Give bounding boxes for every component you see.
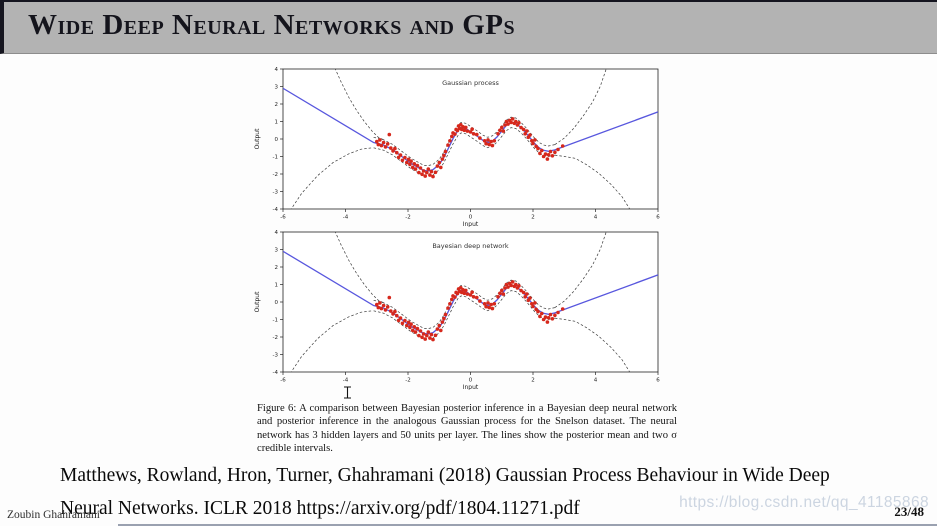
svg-text:-2: -2 bbox=[405, 378, 410, 384]
svg-text:-1: -1 bbox=[273, 155, 278, 161]
watermark: https://blog.csdn.net/qq_41185868 bbox=[679, 494, 929, 511]
bottom-bar bbox=[118, 524, 937, 526]
svg-text:-2: -2 bbox=[273, 335, 278, 341]
svg-text:Input: Input bbox=[463, 221, 479, 227]
svg-text:Output: Output bbox=[254, 291, 261, 312]
svg-text:-2: -2 bbox=[405, 215, 410, 221]
svg-text:0: 0 bbox=[275, 137, 279, 143]
svg-text:3: 3 bbox=[275, 85, 279, 91]
citation: Matthews, Rowland, Hron, Turner, Ghahram… bbox=[60, 459, 905, 525]
figure-caption: Figure 6: A comparison between Bayesian … bbox=[257, 402, 677, 454]
citation-line-1: Matthews, Rowland, Hron, Turner, Ghahram… bbox=[60, 465, 830, 486]
svg-text:0: 0 bbox=[469, 215, 473, 221]
svg-text:Input: Input bbox=[463, 384, 479, 390]
svg-text:0: 0 bbox=[469, 378, 473, 384]
svg-text:-3: -3 bbox=[273, 353, 279, 359]
slide-title: Wide Deep Neural Networks and GPs bbox=[28, 9, 516, 41]
text-cursor-icon bbox=[343, 386, 352, 399]
svg-text:-3: -3 bbox=[273, 190, 279, 196]
svg-text:4: 4 bbox=[594, 378, 598, 384]
svg-text:-4: -4 bbox=[273, 207, 279, 213]
author-name: Zoubin Ghahramani bbox=[7, 509, 100, 521]
gaussian-process-plot: -6 -4 -2 0 2 4 6-4-3-2-101234InputOutputGaussi… bbox=[254, 67, 660, 227]
slide-title-bar: Wide Deep Neural Networks and GPs bbox=[0, 0, 937, 54]
svg-text:-4: -4 bbox=[343, 378, 349, 384]
svg-text:Output: Output bbox=[254, 128, 261, 149]
svg-text:-1: -1 bbox=[273, 318, 278, 324]
svg-text:3: 3 bbox=[275, 248, 279, 254]
svg-text:Bayesian deep network: Bayesian deep network bbox=[432, 242, 509, 250]
svg-text:-6: -6 bbox=[280, 378, 286, 384]
svg-text:1: 1 bbox=[275, 120, 279, 126]
svg-text:1: 1 bbox=[275, 283, 279, 289]
svg-text:2: 2 bbox=[275, 265, 279, 271]
page-number: 23/48 bbox=[894, 504, 924, 519]
svg-text:Gaussian process: Gaussian process bbox=[442, 79, 499, 87]
svg-text:6: 6 bbox=[656, 215, 660, 221]
bayesian-network-plot: -6 -4 -2 0 2 4 6-4-3-2-101234InputOutputBayesi… bbox=[254, 230, 660, 390]
svg-text:6: 6 bbox=[656, 378, 660, 384]
svg-text:4: 4 bbox=[275, 230, 279, 236]
svg-text:-2: -2 bbox=[273, 172, 278, 178]
svg-text:2: 2 bbox=[531, 378, 535, 384]
svg-text:-6: -6 bbox=[280, 215, 286, 221]
svg-text:4: 4 bbox=[594, 215, 598, 221]
svg-text:-4: -4 bbox=[343, 215, 349, 221]
svg-text:4: 4 bbox=[275, 67, 279, 73]
svg-text:2: 2 bbox=[531, 215, 535, 221]
svg-text:0: 0 bbox=[275, 300, 279, 306]
citation-line-2: Neural Networks. ICLR 2018 https://arxiv… bbox=[60, 498, 580, 519]
svg-text:-4: -4 bbox=[273, 370, 279, 376]
svg-text:2: 2 bbox=[275, 102, 279, 108]
